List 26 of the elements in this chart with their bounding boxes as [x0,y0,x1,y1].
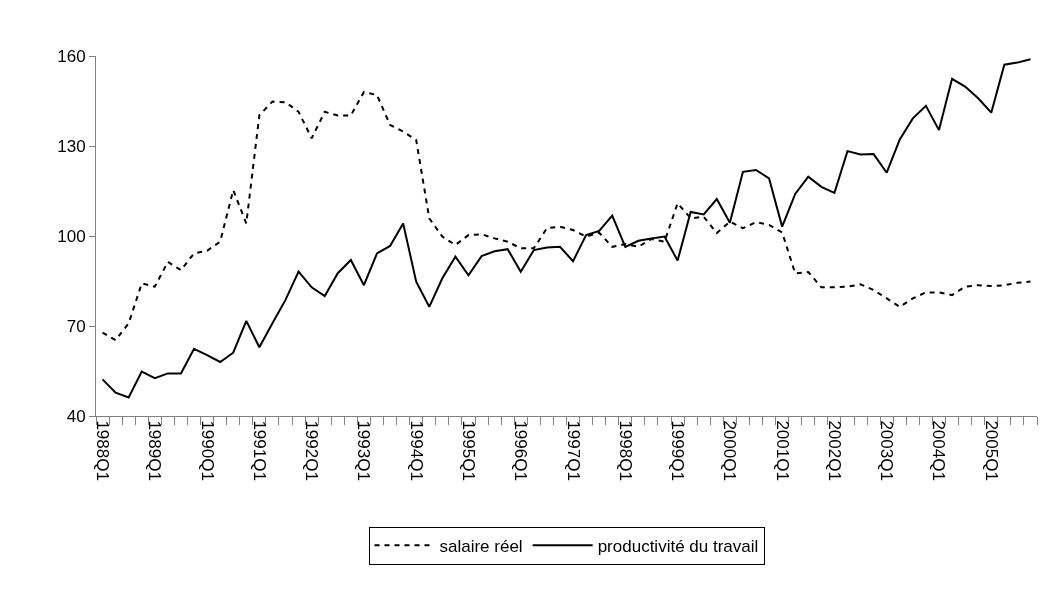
x-tick-label: 1998Q1 [615,420,635,481]
x-tick-label: 2000Q1 [720,420,740,481]
y-tick-label: 70 [66,316,86,336]
x-tick-label: 1994Q1 [406,420,426,481]
y-tick-label: 40 [66,406,86,426]
x-tick-label: 1999Q1 [668,420,688,481]
x-tick-label: 1989Q1 [145,420,165,481]
legend-label: productivité du travail [597,536,759,556]
line-series [101,58,1032,399]
x-tick-label: 1997Q1 [563,420,583,481]
x-tick-label: 1996Q1 [511,420,531,481]
x-tick-label: 1993Q1 [354,420,374,481]
x-tick-label: 1988Q1 [93,420,112,481]
y-tick-label: 130 [57,136,86,156]
x-tick-label: 2001Q1 [772,420,792,481]
x-tick-label: 2003Q1 [877,420,897,481]
x-tick-label: 2005Q1 [981,420,1001,481]
x-tick-label: 1990Q1 [197,420,217,481]
y-tick-label: 160 [57,46,86,66]
x-tick-label: 1992Q1 [302,420,322,481]
y-tick-label: 100 [57,226,86,246]
legend-label: salaire réel [439,536,523,556]
x-tick-label: 1991Q1 [249,420,269,481]
x-tick-label: 2004Q1 [929,420,949,481]
x-tick-label: 2002Q1 [824,420,844,481]
x-tick-label: 1995Q1 [458,420,478,481]
